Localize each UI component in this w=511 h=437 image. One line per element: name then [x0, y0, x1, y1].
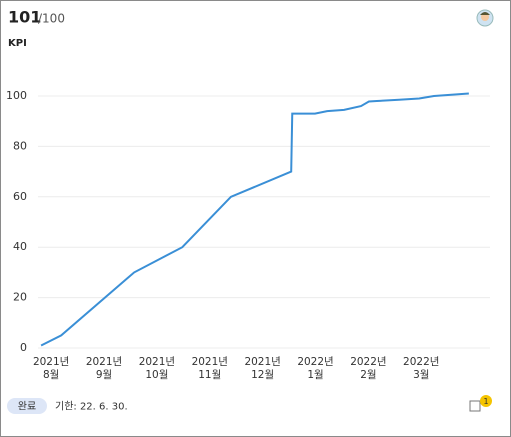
avatar[interactable] — [476, 9, 494, 27]
x-tick-label: 2021년 8월 — [32, 356, 70, 381]
status-text: 완료 — [18, 401, 36, 413]
avatar-hair — [480, 12, 490, 15]
status-pill — [7, 398, 47, 414]
plot: 0 20 40 60 80 100 — [6, 89, 490, 354]
y-tick-label: 40 — [13, 240, 27, 253]
score-total: /100 — [38, 12, 65, 26]
x-tick-label: 2022년 3월 — [403, 356, 440, 381]
y-tick-label: 100 — [6, 89, 27, 102]
x-tick-label: 2021년 11월 — [191, 356, 228, 381]
due-date: 기한: 22. 6. 30. — [55, 401, 128, 413]
x-tick-label: 2021년 12월 — [244, 356, 281, 381]
badge-count: 1 — [483, 397, 488, 406]
x-tick-label: 2022년 1월 — [297, 356, 334, 381]
x-tick-label: 2022년 2월 — [350, 356, 387, 381]
comment-button[interactable]: 1 — [469, 395, 492, 412]
x-tick-label: 2021년 9월 — [85, 356, 123, 381]
y-tick-label: 0 — [20, 341, 27, 354]
y-tick-label: 80 — [13, 139, 27, 152]
badge — [480, 395, 492, 407]
score: 101 — [8, 8, 41, 27]
kpi-line — [40, 92, 469, 347]
y-tick-label: 60 — [13, 190, 27, 203]
x-tick-label: 2021년 10월 — [138, 356, 176, 381]
y-tick-label: 20 — [13, 291, 27, 304]
comment-icon[interactable] — [469, 400, 481, 412]
chart-label: KPI — [8, 38, 27, 49]
